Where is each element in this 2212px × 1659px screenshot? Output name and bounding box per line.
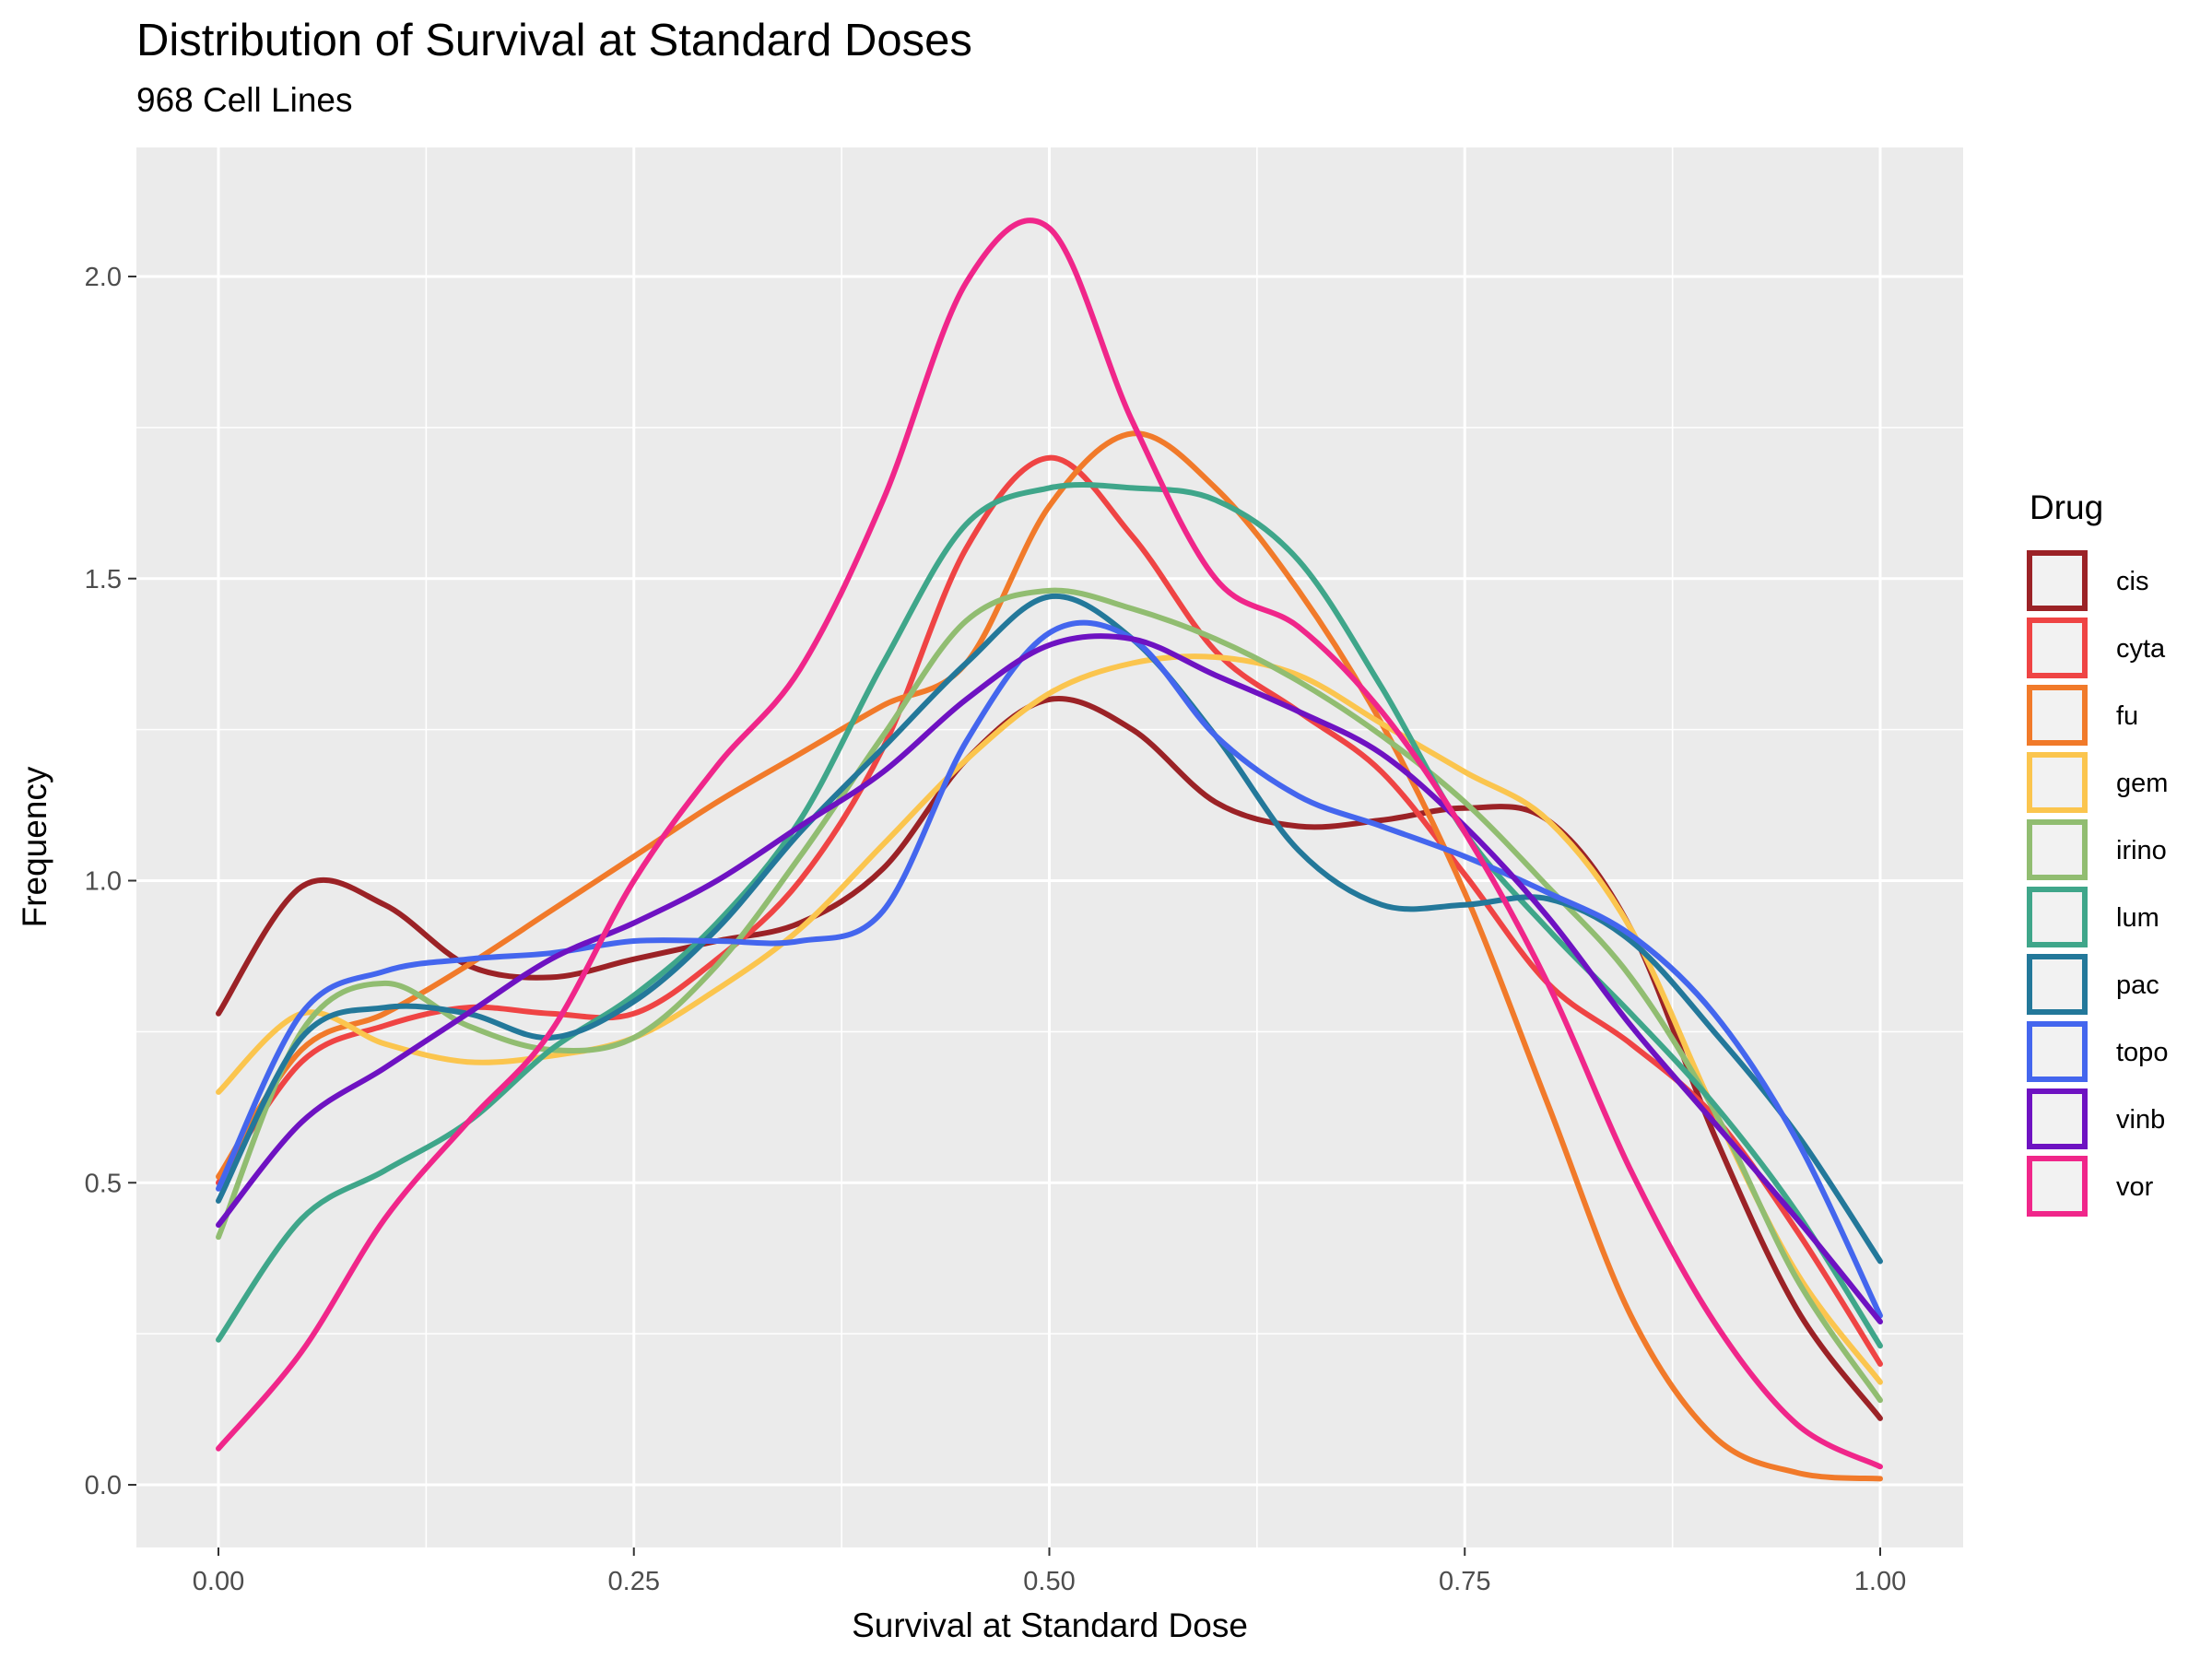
legend-label-irino: irino <box>2116 836 2167 865</box>
series-line-vinb <box>216 633 1883 1324</box>
legend-key-topo <box>2027 1021 2088 1082</box>
legend-key-irino <box>2027 819 2088 880</box>
legend-label-pac: pac <box>2116 971 2159 1000</box>
x-tick-label: 1.00 <box>1854 1567 1906 1596</box>
y-tick-label: 0.0 <box>85 1471 122 1500</box>
legend-label-cyta: cyta <box>2116 634 2166 664</box>
legend-key-vinb <box>2027 1088 2088 1149</box>
x-axis-label: Survival at Standard Dose <box>852 1606 1248 1644</box>
y-tick-label: 2.0 <box>85 263 122 292</box>
series-line-gem <box>216 653 1883 1385</box>
y-tick-label: 1.0 <box>85 867 122 897</box>
legend-key-gem <box>2027 752 2088 813</box>
legend: cis cyta fu gem irino lum pac topo vinb vor <box>2027 550 2168 1217</box>
series-line-vor <box>216 218 1883 1470</box>
y-axis-label: Frequency <box>16 766 53 927</box>
series-line-irino <box>216 587 1883 1404</box>
legend-key-cyta <box>2027 618 2088 678</box>
legend-label-gem: gem <box>2116 769 2168 798</box>
x-tick-label: 0.50 <box>1023 1567 1075 1596</box>
legend-key-vor <box>2027 1156 2088 1217</box>
series-line-fu <box>216 430 1883 1482</box>
legend-label-fu: fu <box>2116 701 2138 731</box>
legend-label-cis: cis <box>2116 567 2148 596</box>
chart-subtitle: 968 Cell Lines <box>136 81 353 119</box>
chart-title: Distribution of Survival at Standard Dos… <box>136 16 972 65</box>
legend-key-cis <box>2027 550 2088 611</box>
x-tick-label: 0.25 <box>608 1567 660 1596</box>
x-tick-label: 0.75 <box>1439 1567 1490 1596</box>
series-group <box>216 218 1883 1482</box>
series-line-lum <box>216 481 1883 1349</box>
legend-key-pac <box>2027 954 2088 1015</box>
legend-key-fu <box>2027 685 2088 746</box>
x-axis-ticks: 0.00 0.25 0.50 0.75 1.00 <box>193 1547 1906 1596</box>
legend-key-lum <box>2027 887 2088 947</box>
x-tick-label: 0.00 <box>193 1567 244 1596</box>
series-line-cyta <box>216 454 1883 1367</box>
legend-label-lum: lum <box>2116 903 2159 933</box>
y-axis-ticks: 0.0 0.5 1.0 1.5 2.0 <box>85 263 136 1500</box>
legend-label-vinb: vinb <box>2116 1105 2165 1135</box>
legend-title: Drug <box>2030 488 2103 526</box>
y-tick-label: 1.5 <box>85 565 122 594</box>
legend-label-topo: topo <box>2116 1038 2168 1067</box>
y-tick-label: 0.5 <box>85 1169 122 1198</box>
legend-label-vor: vor <box>2116 1172 2154 1202</box>
series-line-pac <box>216 593 1883 1265</box>
series-line-topo <box>216 619 1883 1319</box>
